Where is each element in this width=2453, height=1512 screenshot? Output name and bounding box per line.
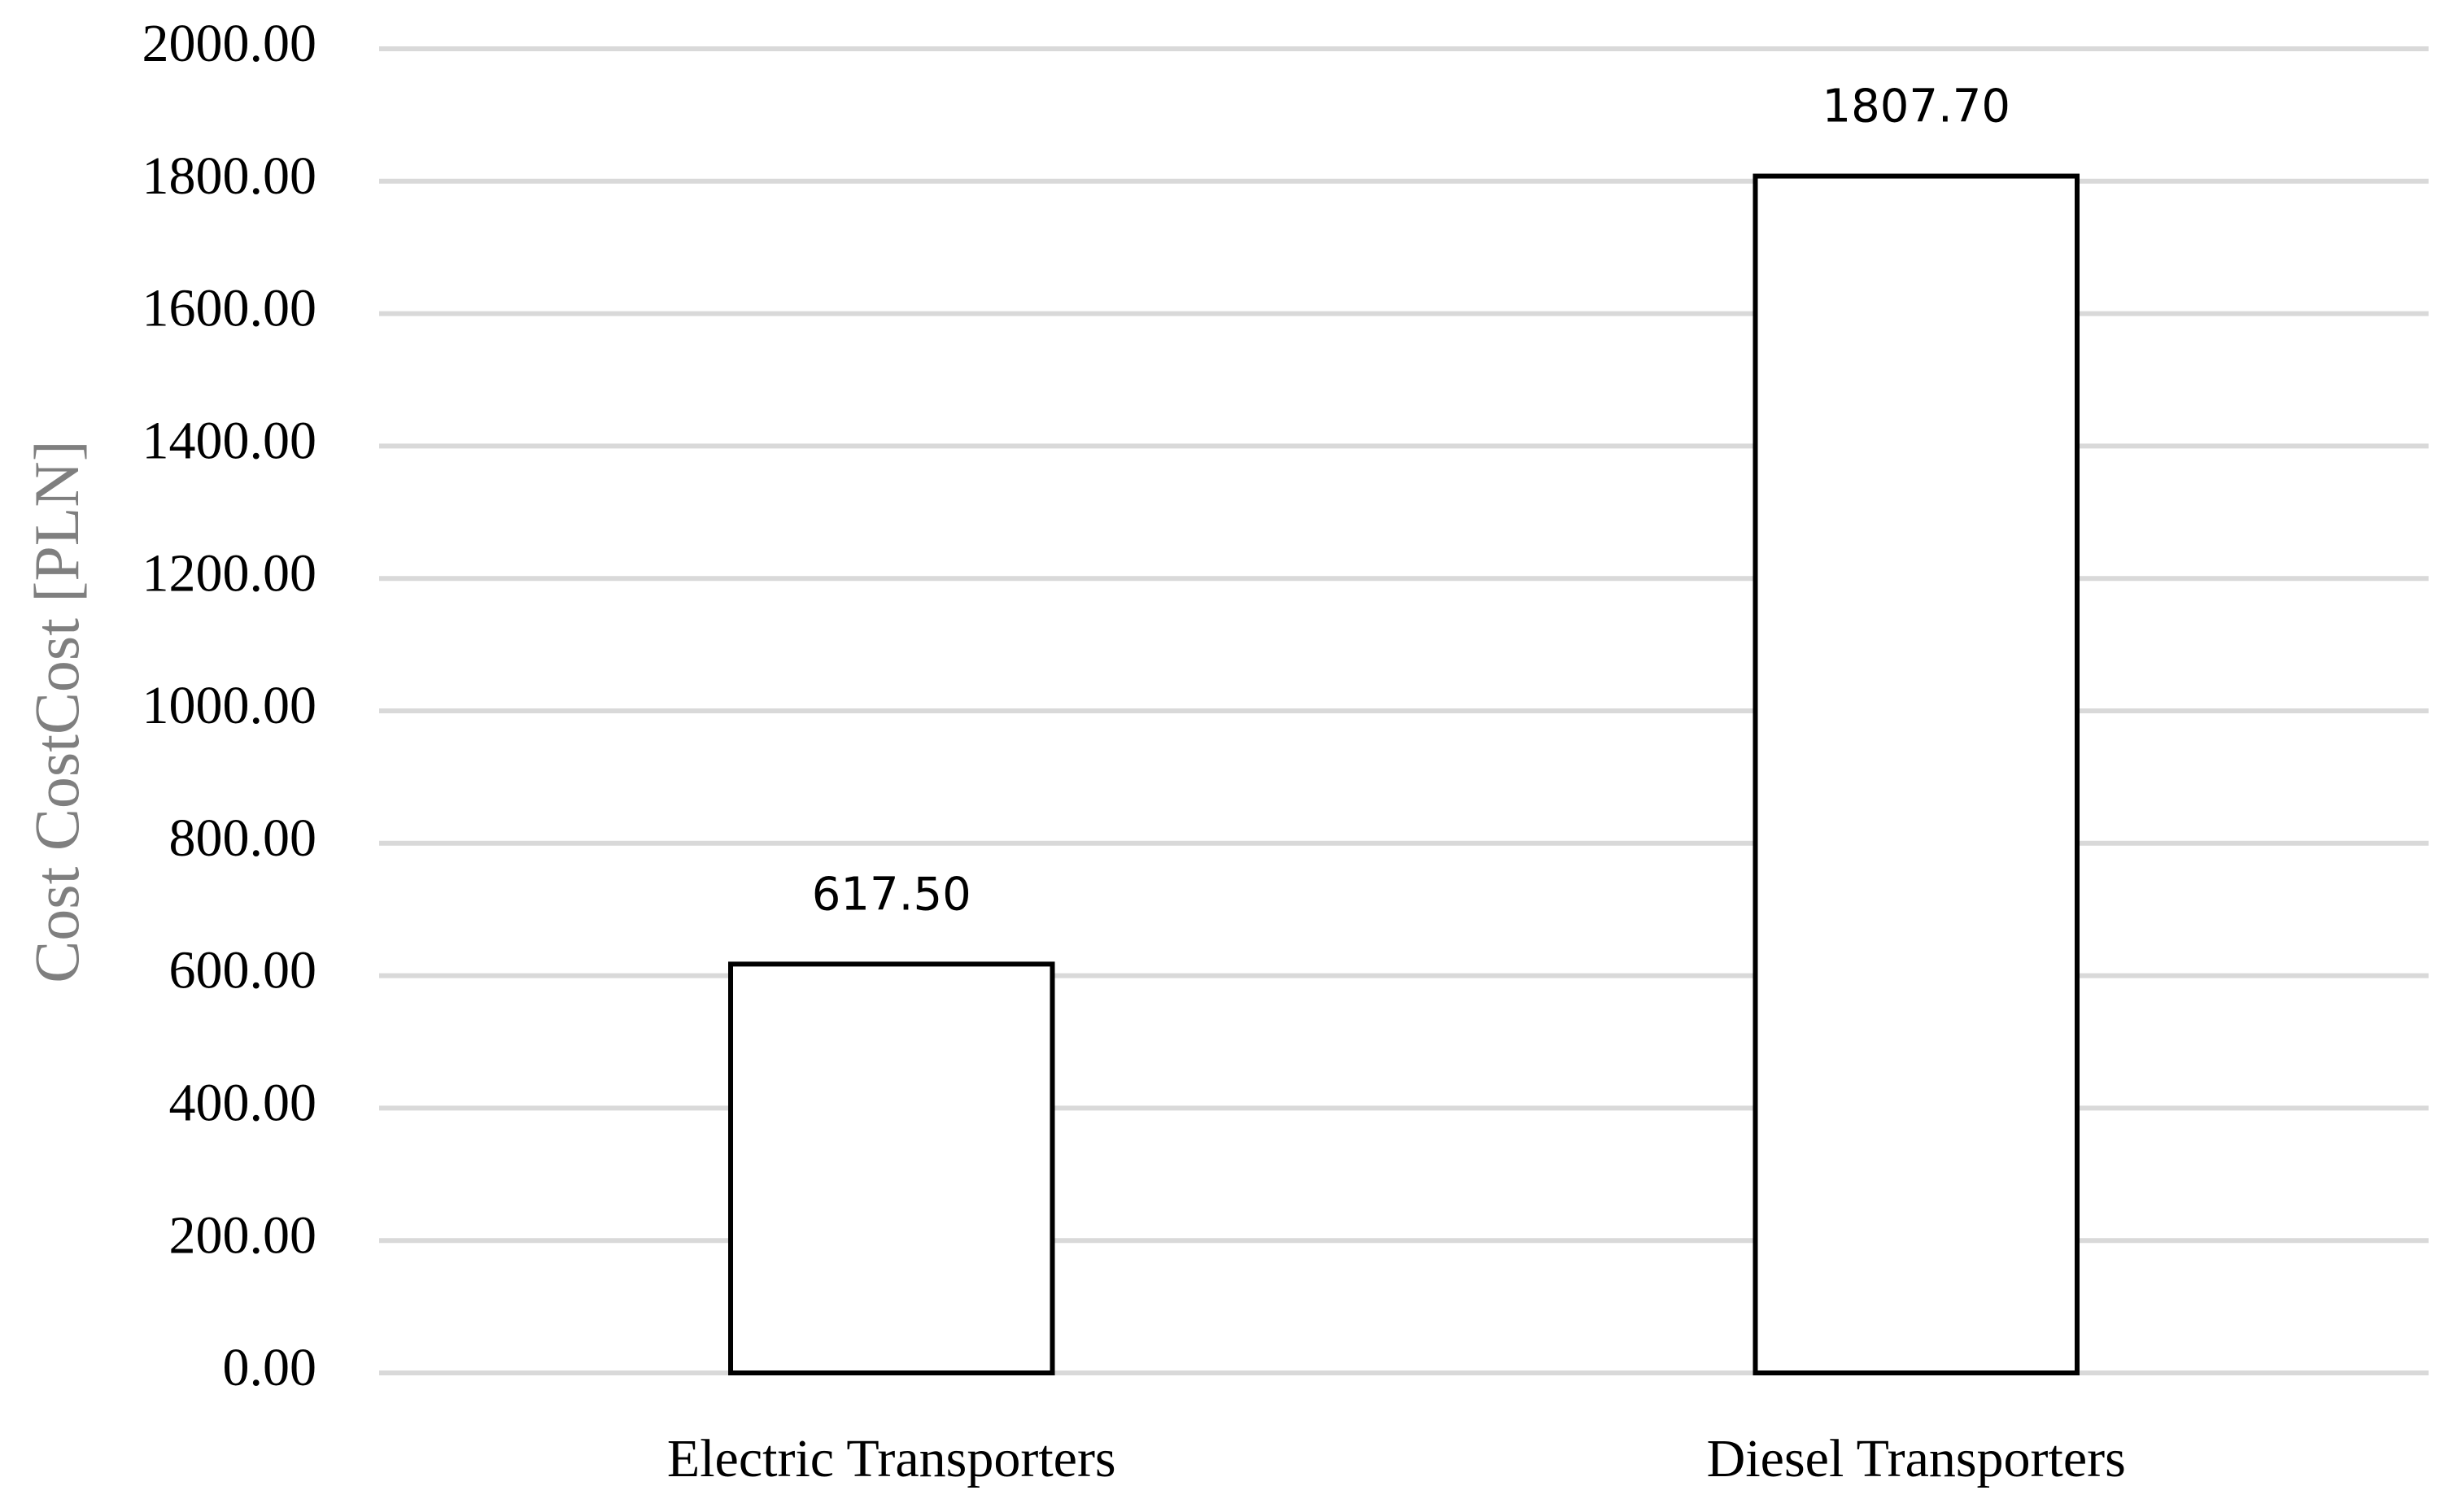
y-tick-label: 1600.00 [142,279,317,338]
x-tick-label: Electric Transporters [667,1429,1116,1488]
bar [1752,173,2080,1375]
y-tick-label: 400.00 [169,1074,317,1133]
y-tick-label: 600.00 [169,941,317,1000]
y-tick-label: 800.00 [169,808,317,868]
y-tick-label: 1400.00 [142,412,317,471]
y-tick-label: 2000.00 [142,14,317,73]
value-label: 617.50 [812,868,971,921]
bar [728,961,1055,1375]
y-tick-label: 0.00 [223,1338,317,1397]
y-tick-label: 1200.00 [142,543,317,603]
x-tick-label: Diesel Transporters [1707,1429,2126,1488]
y-axis-label: Cost CostCost [PLN] [21,440,92,983]
y-tick-label: 200.00 [169,1205,317,1265]
value-label: 1807.70 [1822,81,2010,133]
y-tick-label: 1800.00 [142,146,317,206]
y-tick-label: 1000.00 [142,676,317,735]
